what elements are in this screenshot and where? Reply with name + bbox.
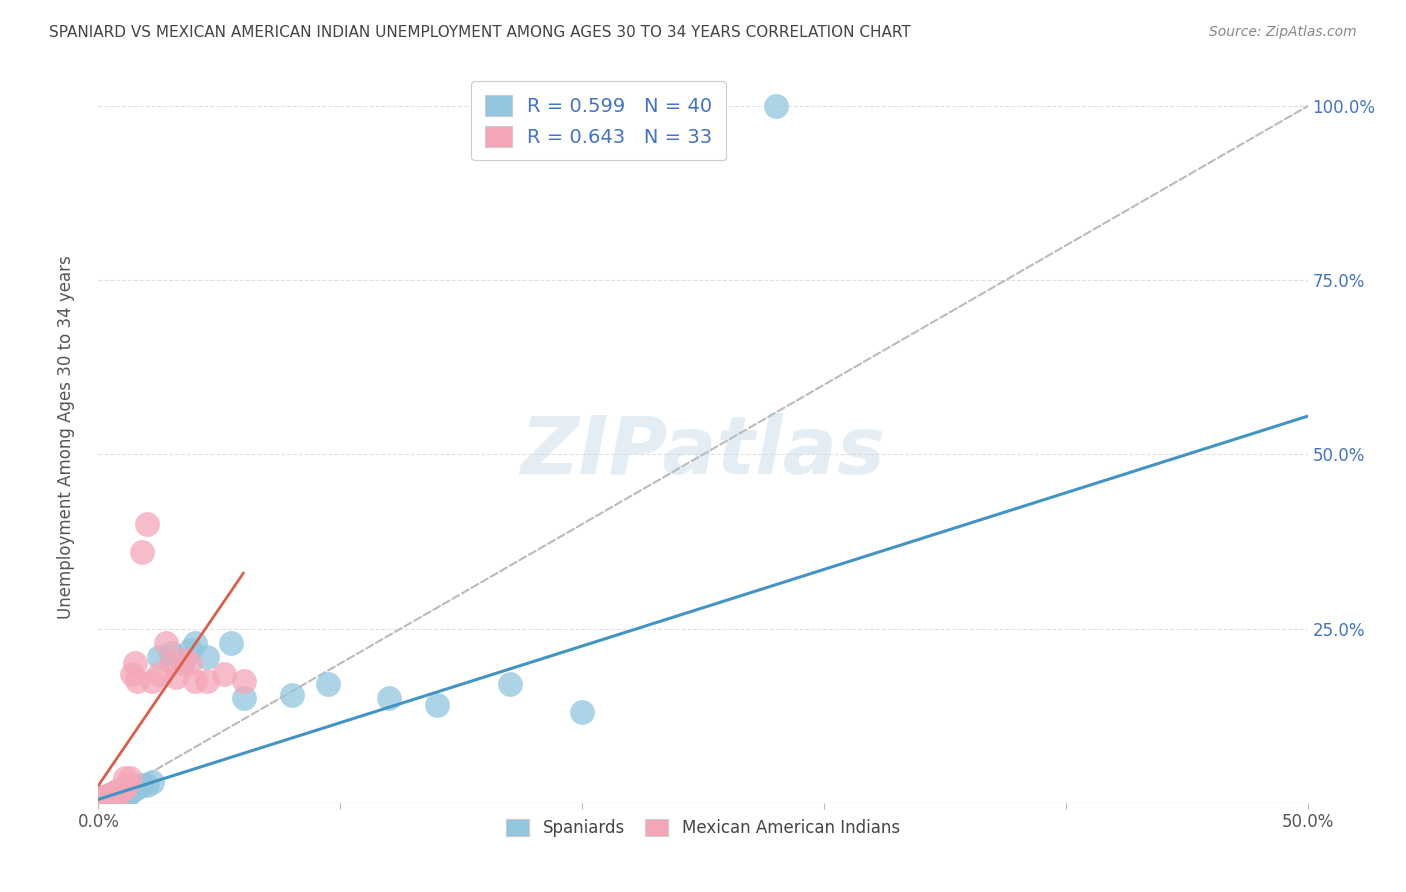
Point — [131, 778, 153, 792]
Point — [148, 649, 170, 664]
Point — [118, 785, 141, 799]
Point — [281, 688, 304, 702]
Point — [94, 789, 117, 803]
Point — [172, 657, 194, 671]
Point — [111, 785, 134, 799]
Point — [114, 772, 136, 786]
Point — [141, 673, 163, 688]
Point — [90, 792, 112, 806]
Point — [94, 792, 117, 806]
Point — [148, 667, 170, 681]
Point — [91, 790, 114, 805]
Point — [91, 792, 114, 806]
Point — [571, 705, 593, 719]
Point — [101, 789, 124, 803]
Point — [111, 788, 134, 802]
Point — [108, 785, 131, 799]
Point — [124, 781, 146, 796]
Point — [165, 670, 187, 684]
Point — [127, 780, 149, 795]
Point — [195, 649, 218, 664]
Text: Source: ZipAtlas.com: Source: ZipAtlas.com — [1209, 25, 1357, 39]
Point — [155, 635, 177, 649]
Point — [498, 677, 520, 691]
Point — [160, 646, 183, 660]
Point — [179, 642, 201, 657]
Point — [100, 792, 122, 806]
Point — [184, 635, 207, 649]
Point — [765, 99, 787, 113]
Point — [377, 691, 399, 706]
Y-axis label: Unemployment Among Ages 30 to 34 years: Unemployment Among Ages 30 to 34 years — [56, 255, 75, 619]
Point — [135, 517, 157, 532]
Point — [221, 635, 243, 649]
Point — [97, 789, 120, 803]
Point — [124, 657, 146, 671]
Point — [90, 792, 112, 806]
Point — [107, 783, 129, 797]
Point — [104, 789, 127, 803]
Point — [131, 545, 153, 559]
Text: ZIPatlas: ZIPatlas — [520, 413, 886, 491]
Point — [184, 673, 207, 688]
Point — [100, 788, 122, 802]
Point — [114, 785, 136, 799]
Point — [101, 788, 124, 802]
Point — [141, 775, 163, 789]
Point — [100, 790, 122, 805]
Point — [104, 785, 127, 799]
Point — [121, 783, 143, 797]
Point — [117, 778, 139, 792]
Point — [94, 792, 117, 806]
Point — [316, 677, 339, 691]
Point — [160, 657, 183, 671]
Point — [118, 772, 141, 786]
Point — [172, 653, 194, 667]
Point — [108, 789, 131, 803]
Point — [232, 691, 254, 706]
Point — [135, 778, 157, 792]
Point — [195, 673, 218, 688]
Point — [97, 792, 120, 806]
Point — [107, 788, 129, 802]
Point — [91, 790, 114, 805]
Text: SPANIARD VS MEXICAN AMERICAN INDIAN UNEMPLOYMENT AMONG AGES 30 TO 34 YEARS CORRE: SPANIARD VS MEXICAN AMERICAN INDIAN UNEM… — [49, 25, 911, 40]
Point — [104, 789, 127, 803]
Point — [117, 789, 139, 803]
Point — [232, 673, 254, 688]
Point — [179, 657, 201, 671]
Point — [101, 790, 124, 805]
Point — [121, 667, 143, 681]
Point — [94, 790, 117, 805]
Point — [127, 673, 149, 688]
Point — [100, 789, 122, 803]
Point — [212, 667, 235, 681]
Point — [426, 698, 449, 713]
Point — [107, 788, 129, 802]
Legend: Spaniards, Mexican American Indians: Spaniards, Mexican American Indians — [498, 811, 908, 846]
Point — [111, 781, 134, 796]
Point — [97, 790, 120, 805]
